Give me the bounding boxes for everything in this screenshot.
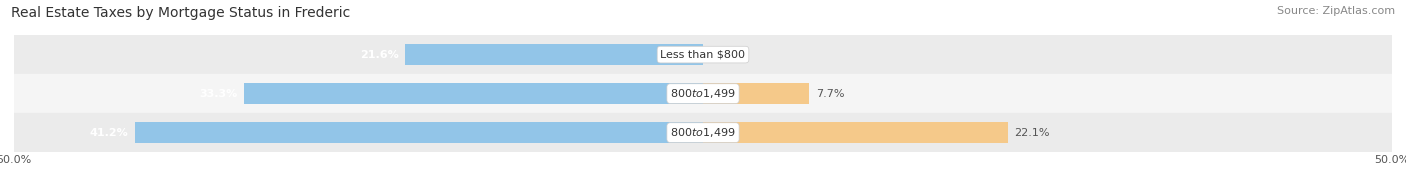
Text: 41.2%: 41.2% bbox=[90, 128, 128, 138]
Text: Less than $800: Less than $800 bbox=[661, 50, 745, 60]
Bar bbox=[245, 83, 703, 104]
Text: Real Estate Taxes by Mortgage Status in Frederic: Real Estate Taxes by Mortgage Status in … bbox=[11, 6, 350, 20]
Text: Source: ZipAtlas.com: Source: ZipAtlas.com bbox=[1277, 6, 1395, 16]
Text: 33.3%: 33.3% bbox=[200, 89, 238, 99]
Bar bbox=[14, 74, 1392, 113]
Bar bbox=[703, 122, 1008, 143]
Text: 22.1%: 22.1% bbox=[1014, 128, 1050, 138]
Text: $800 to $1,499: $800 to $1,499 bbox=[671, 126, 735, 139]
Text: 0.0%: 0.0% bbox=[710, 50, 738, 60]
Bar bbox=[14, 35, 1392, 74]
Bar bbox=[703, 83, 808, 104]
Bar bbox=[135, 122, 703, 143]
Text: 21.6%: 21.6% bbox=[360, 50, 398, 60]
Bar bbox=[14, 113, 1392, 152]
Text: 7.7%: 7.7% bbox=[815, 89, 845, 99]
Bar bbox=[405, 44, 703, 65]
Text: $800 to $1,499: $800 to $1,499 bbox=[671, 87, 735, 100]
